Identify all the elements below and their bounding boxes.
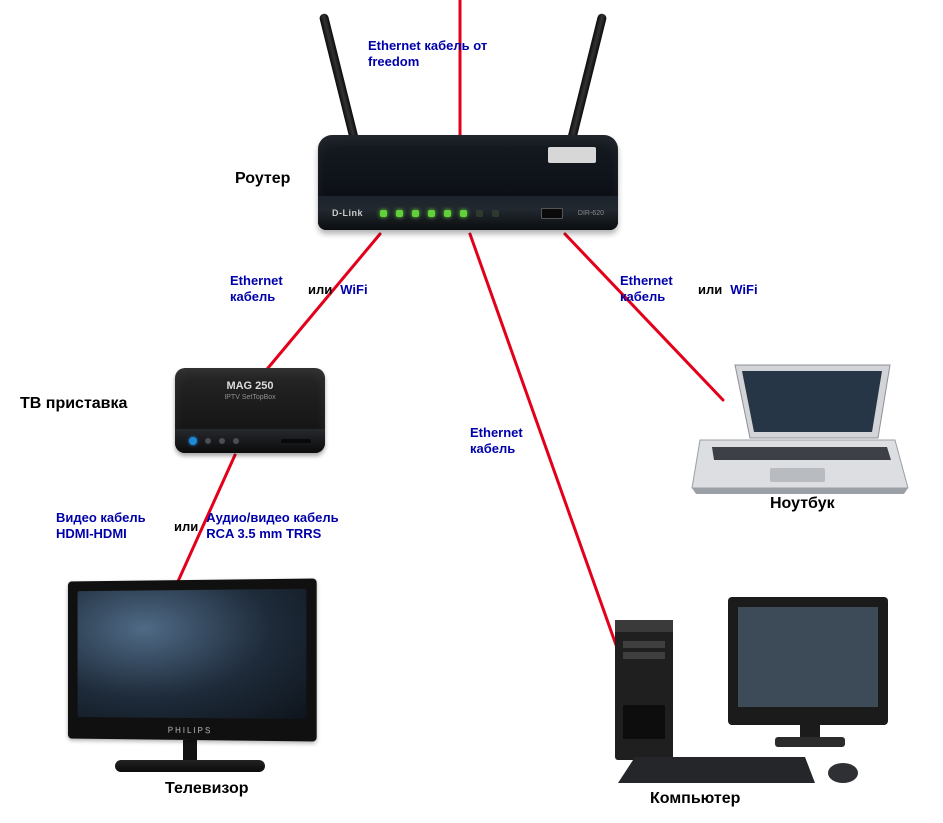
tv-screen-icon bbox=[78, 589, 307, 719]
edge-label-a: Ethernet кабель bbox=[620, 273, 690, 306]
device-pc bbox=[580, 585, 880, 785]
router-led-icon bbox=[380, 210, 387, 217]
router-led-icon bbox=[444, 210, 451, 217]
edge-label-text: Ethernet кабель от freedom bbox=[368, 38, 487, 69]
edge-label-b: WiFi bbox=[340, 282, 367, 297]
stb-power-led-icon bbox=[189, 437, 197, 445]
edge-label-router-laptop: Ethernet кабель или WiFi bbox=[620, 273, 758, 306]
edge-conj: или bbox=[698, 282, 722, 297]
laptop-label: Ноутбук bbox=[770, 495, 835, 513]
router-led-icon bbox=[492, 210, 499, 217]
router-antenna-icon bbox=[567, 13, 607, 141]
router-usb-icon bbox=[541, 208, 563, 219]
router-led-icon bbox=[428, 210, 435, 217]
edge-label-router-stb: Ethernet кабель или WiFi bbox=[230, 273, 368, 306]
stb-button-icon bbox=[205, 438, 211, 444]
router-led-icon bbox=[476, 210, 483, 217]
tv-stand-icon bbox=[183, 740, 197, 760]
stb-sub-label: IPTV SetTopBox bbox=[175, 394, 325, 401]
edge-conj: или bbox=[308, 282, 332, 297]
stb-label: ТВ приставка bbox=[20, 395, 127, 413]
laptop-icon bbox=[690, 360, 910, 500]
tv-label: Телевизор bbox=[165, 780, 249, 798]
stb-slot-icon bbox=[281, 439, 311, 443]
edge-label-text: Ethernet кабель bbox=[470, 425, 523, 456]
edge-label-router-pc: Ethernet кабель bbox=[470, 425, 550, 458]
edge-label-b: Аудио/видео кабель RCA 3.5 mm TRRS bbox=[206, 510, 356, 543]
tv-stand-icon bbox=[115, 760, 265, 772]
router-label: Роутер bbox=[235, 170, 290, 188]
router-brand-label: D-Link bbox=[332, 208, 363, 218]
edge-conj: или bbox=[174, 519, 198, 534]
edge-label-a: Ethernet кабель bbox=[230, 273, 300, 306]
stb-button-icon bbox=[233, 438, 239, 444]
router-antenna-icon bbox=[319, 13, 359, 141]
stb-button-icon bbox=[219, 438, 225, 444]
device-stb: MAG 250 IPTV SetTopBox bbox=[175, 368, 325, 453]
router-led-icon bbox=[460, 210, 467, 217]
pc-label: Компьютер bbox=[650, 790, 740, 808]
edge-label-stb-tv: Видео кабель HDMI-HDMI или Аудио/видео к… bbox=[56, 510, 356, 543]
router-led-icon bbox=[396, 210, 403, 217]
edge-label-internet-router: Ethernet кабель от freedom bbox=[368, 38, 528, 71]
router-brand-plate bbox=[548, 147, 596, 163]
router-model-label: DIR-620 bbox=[578, 210, 604, 217]
desktop-icon bbox=[580, 585, 900, 785]
edge-label-b: WiFi bbox=[730, 282, 757, 297]
tv-brand-label: PHILIPS bbox=[68, 725, 317, 737]
device-laptop bbox=[690, 360, 910, 500]
router-led-icon bbox=[412, 210, 419, 217]
stb-brand-label: MAG 250 bbox=[175, 380, 325, 392]
edge-label-a: Видео кабель HDMI-HDMI bbox=[56, 510, 166, 543]
device-tv: PHILIPS bbox=[65, 580, 315, 772]
device-router: D-Link DIR-620 bbox=[318, 135, 618, 230]
